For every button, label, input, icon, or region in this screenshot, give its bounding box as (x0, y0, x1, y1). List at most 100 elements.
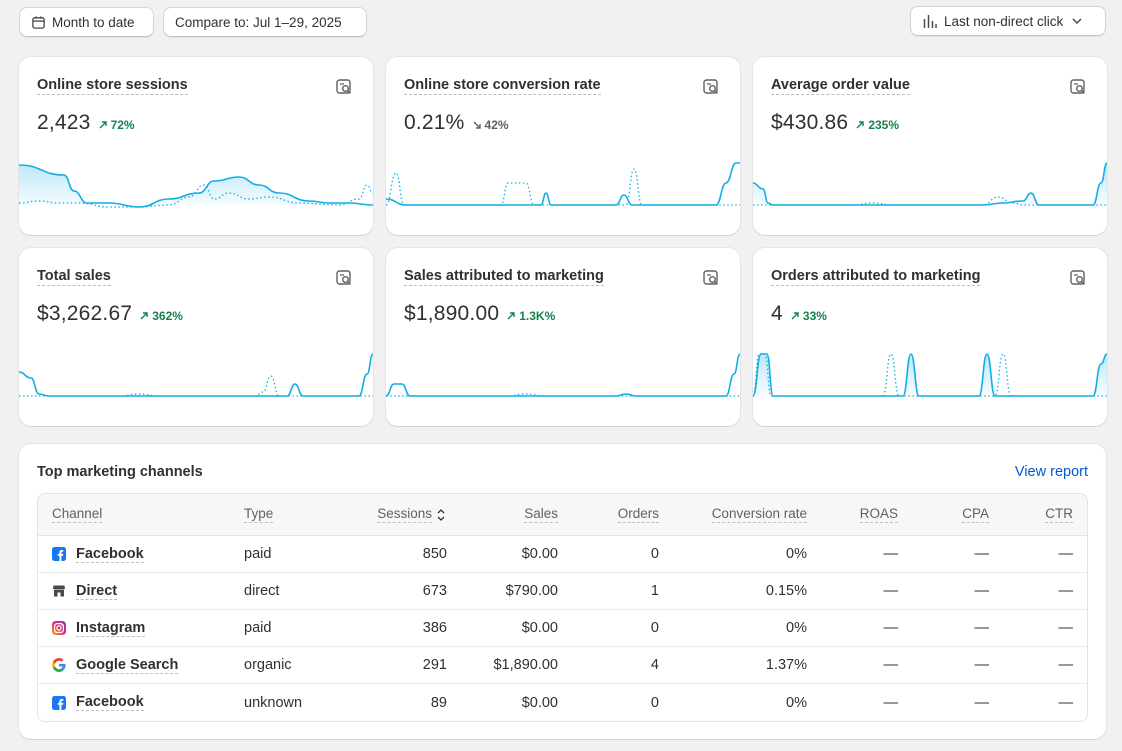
metric-delta-value: 362% (152, 309, 183, 323)
channel-cell[interactable]: Instagram (52, 610, 146, 646)
metric-value-row: 4 33% (771, 302, 827, 326)
col-conversion-rate[interactable]: Conversion rate (711, 506, 807, 523)
metric-title[interactable]: Average order value (771, 77, 910, 95)
current-series-line (753, 162, 1107, 206)
explore-data-icon[interactable] (1069, 78, 1087, 96)
metric-title[interactable]: Online store sessions (37, 77, 188, 95)
conversion-rate-cell: 1.37% (765, 657, 807, 673)
sparkline (753, 353, 1107, 397)
table-row[interactable]: Google Search organic 291 $1,890.00 4 1.… (38, 647, 1087, 684)
col-ctr[interactable]: CTR (1045, 506, 1073, 523)
type-cell: direct (244, 583, 280, 599)
sales-cell: $0.00 (521, 620, 558, 636)
metric-delta-value: 72% (110, 118, 135, 132)
metric-card[interactable]: Orders attributed to marketing 4 33% (753, 248, 1107, 426)
arrow-up-right-icon (99, 121, 111, 129)
date-range-label: Month to date (52, 14, 135, 30)
roas-cell: — (883, 620, 899, 636)
cpa-cell: — (974, 546, 990, 562)
metric-title[interactable]: Total sales (37, 268, 111, 286)
date-range-button[interactable]: Month to date (19, 7, 154, 37)
metric-card[interactable]: Sales attributed to marketing $1,890.00 … (386, 248, 740, 426)
col-sessions[interactable]: Sessions (377, 494, 446, 535)
channel-cell[interactable]: Facebook (52, 536, 144, 572)
explore-data-icon[interactable] (335, 269, 353, 287)
comparison-series-line (753, 353, 1107, 397)
conversion-rate-cell: 0% (786, 620, 807, 636)
explore-data-icon[interactable] (702, 269, 720, 287)
channel-name[interactable]: Direct (76, 582, 118, 600)
current-series-line (19, 164, 373, 208)
table-row[interactable]: Facebook paid 850 $0.00 0 0% — — — (38, 536, 1087, 573)
comparison-series-line (753, 196, 1107, 206)
metric-delta: 235% (856, 118, 899, 132)
attribution-model-button[interactable]: Last non-direct click (910, 6, 1106, 36)
metric-value-row: $3,262.67 362% (37, 302, 183, 326)
channel-name[interactable]: Instagram (76, 619, 146, 637)
metric-delta-value: 235% (868, 118, 900, 132)
channel-name[interactable]: Google Search (76, 656, 179, 674)
metric-value: 2,423 (37, 111, 91, 134)
conversion-rate-cell: 0% (786, 546, 807, 562)
arrow-up-right-icon (140, 312, 152, 320)
sales-cell: $0.00 (521, 694, 558, 711)
sparkline (19, 353, 373, 397)
compare-label: Compare to: Jul 1–29, 2025 (175, 14, 342, 30)
sales-cell: $1,890.00 (493, 657, 558, 673)
conversion-rate-cell: 0.15% (765, 583, 807, 599)
col-cpa[interactable]: CPA (962, 506, 989, 523)
channel-cell[interactable]: Direct (52, 573, 118, 609)
col-roas[interactable]: ROAS (859, 506, 898, 523)
sales-cell: $0.00 (521, 546, 558, 562)
channel-name[interactable]: Facebook (76, 694, 144, 711)
explore-data-icon[interactable] (1069, 269, 1087, 287)
table-row[interactable]: Instagram paid 386 $0.00 0 0% — — — (38, 610, 1087, 647)
col-type[interactable]: Type (244, 506, 274, 523)
col-sales[interactable]: Sales (524, 506, 558, 523)
sort-icon (437, 508, 445, 521)
view-report-link[interactable]: View report (1014, 464, 1088, 480)
type-cell: unknown (244, 694, 303, 711)
arrow-down-right-icon (473, 121, 485, 129)
channel-cell[interactable]: Facebook (52, 684, 144, 721)
explore-data-icon[interactable] (335, 78, 353, 96)
facebook-icon (52, 695, 66, 710)
metric-value: 4 (771, 302, 783, 325)
ctr-cell: — (1058, 694, 1074, 711)
ctr-cell: — (1058, 583, 1074, 599)
channel-name[interactable]: Facebook (76, 545, 144, 563)
metric-card[interactable]: Online store conversion rate 0.21% 42% (386, 57, 740, 235)
channels-title: Top marketing channels (37, 464, 203, 480)
sessions-cell: 673 (422, 583, 447, 599)
top-marketing-channels-card: Top marketing channels View report Chann… (19, 444, 1106, 739)
cpa-cell: — (974, 657, 990, 673)
sparkline (753, 162, 1107, 206)
metric-title[interactable]: Online store conversion rate (404, 77, 601, 95)
metric-title[interactable]: Sales attributed to marketing (404, 268, 604, 286)
roas-cell: — (883, 657, 899, 673)
ctr-cell: — (1058, 620, 1074, 636)
orders-cell: 1 (650, 583, 659, 599)
orders-cell: 4 (650, 657, 659, 673)
metric-value-row: 0.21% 42% (404, 111, 509, 135)
explore-data-icon[interactable] (702, 78, 720, 96)
current-series-line (386, 353, 740, 397)
metric-value-row: $1,890.00 1.3K% (404, 302, 555, 326)
col-channel[interactable]: Channel (52, 506, 103, 523)
current-series-line (19, 353, 373, 397)
sessions-cell: 291 (422, 657, 447, 673)
metric-title[interactable]: Orders attributed to marketing (771, 268, 981, 286)
sparkline (386, 353, 740, 397)
col-orders[interactable]: Orders (617, 506, 659, 523)
table-row[interactable]: Facebook unknown 89 $0.00 0 0% — — — (38, 684, 1087, 721)
roas-cell: — (883, 694, 899, 711)
channel-cell[interactable]: Google Search (52, 647, 179, 683)
metric-card[interactable]: Total sales $3,262.67 362% (19, 248, 373, 426)
table-row[interactable]: Direct direct 673 $790.00 1 0.15% — — — (38, 573, 1087, 610)
metric-card[interactable]: Online store sessions 2,423 72% (19, 57, 373, 235)
type-cell: organic (244, 657, 292, 673)
metric-delta: 42% (473, 118, 509, 132)
orders-cell: 0 (650, 620, 659, 636)
metric-card[interactable]: Average order value $430.86 235% (753, 57, 1107, 235)
compare-button[interactable]: Compare to: Jul 1–29, 2025 (163, 7, 367, 37)
